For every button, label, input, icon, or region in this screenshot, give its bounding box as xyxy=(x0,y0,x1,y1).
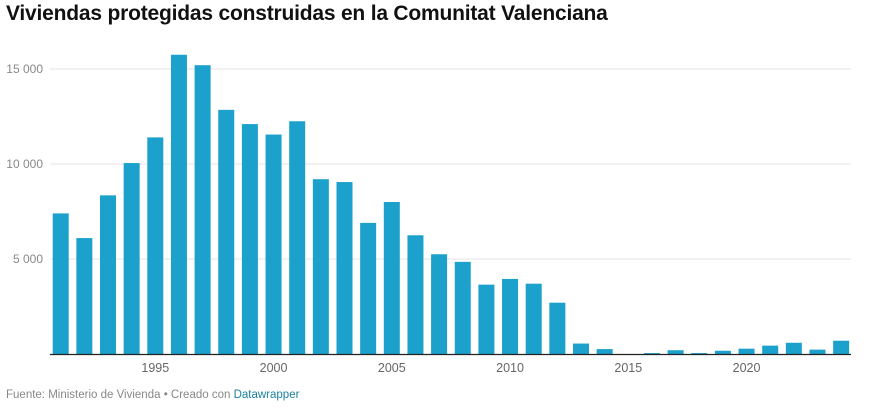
x-tick-label: 2000 xyxy=(260,361,288,375)
bar-2008[interactable] xyxy=(454,261,471,354)
bar-2001[interactable] xyxy=(289,121,306,354)
bar-1991[interactable] xyxy=(52,213,69,354)
bar-2010[interactable] xyxy=(502,278,519,354)
bar-2017[interactable] xyxy=(667,350,684,354)
footer: Fuente: Ministerio de Vivienda • Creado … xyxy=(6,389,299,401)
y-tick-label: 10 000 xyxy=(6,157,43,171)
x-tick-label: 2010 xyxy=(496,361,524,375)
x-axis-labels: 1995 2000 2005 2010 2015 2020 xyxy=(141,361,760,375)
bar-2009[interactable] xyxy=(478,284,495,354)
bar-2024[interactable] xyxy=(833,340,850,354)
bar-1997[interactable] xyxy=(194,65,211,354)
x-tick-label: 2020 xyxy=(733,361,761,375)
created-with-text: Creado con xyxy=(170,389,234,401)
bar-2019[interactable] xyxy=(714,350,731,354)
gridlines xyxy=(50,68,851,260)
bar-2013[interactable] xyxy=(573,343,589,354)
bar-2021[interactable] xyxy=(762,345,779,354)
source-note: Fuente: Ministerio de Vivienda xyxy=(6,389,161,401)
chart-title: Viviendas protegidas construidas en la C… xyxy=(6,2,608,25)
bar-1999[interactable] xyxy=(241,124,258,354)
bar-2005[interactable] xyxy=(383,202,400,354)
bar-2007[interactable] xyxy=(431,254,448,354)
bar-1994[interactable] xyxy=(123,163,140,354)
bar-2023[interactable] xyxy=(809,349,826,354)
bar-2003[interactable] xyxy=(336,182,353,354)
bar-2022[interactable] xyxy=(785,342,802,354)
y-tick-label: 5 000 xyxy=(13,252,43,266)
bar-2016[interactable] xyxy=(643,353,660,354)
x-tick-label: 2015 xyxy=(614,361,642,375)
bar-2006[interactable] xyxy=(407,235,424,354)
y-axis-labels: 5 000 10 000 15 000 xyxy=(6,62,43,266)
datawrapper-link[interactable]: Datawrapper xyxy=(233,389,300,401)
bar-2004[interactable] xyxy=(360,222,377,354)
bar-1996[interactable] xyxy=(170,54,187,354)
bar-2012[interactable] xyxy=(549,302,566,354)
x-tick-label: 2005 xyxy=(378,361,406,375)
bar-2020[interactable] xyxy=(738,348,755,354)
bar-2014[interactable] xyxy=(596,349,613,354)
bar-2000[interactable] xyxy=(265,134,282,354)
footer-separator: • xyxy=(160,389,171,401)
bar-1992[interactable] xyxy=(76,238,93,354)
y-tick-label: 15 000 xyxy=(6,62,43,76)
bar-1993[interactable] xyxy=(100,195,116,354)
bars xyxy=(52,54,850,354)
bar-2002[interactable] xyxy=(312,179,329,354)
bar-2018[interactable] xyxy=(691,353,708,354)
x-tick-label: 1995 xyxy=(141,361,169,375)
bar-1998[interactable] xyxy=(218,109,235,354)
bar-1995[interactable] xyxy=(147,137,164,354)
bar-2011[interactable] xyxy=(525,283,542,354)
